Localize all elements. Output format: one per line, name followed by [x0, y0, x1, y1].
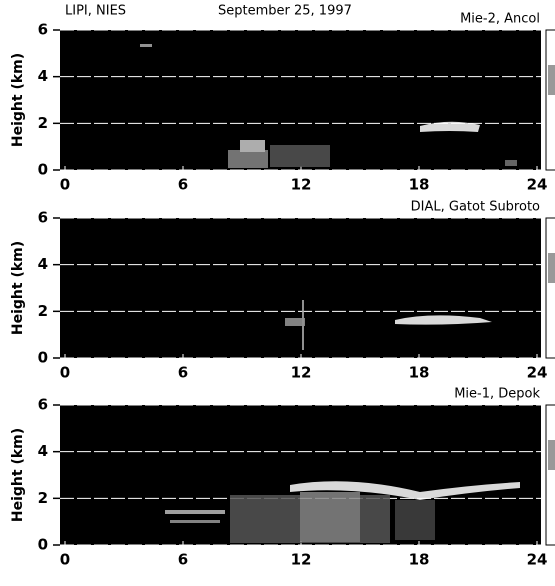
- x-tick-label: 6: [178, 176, 188, 194]
- y-tick-label: 0: [38, 349, 48, 367]
- x-tick-label: 18: [409, 364, 430, 382]
- header-date: September 25, 1997: [218, 4, 352, 19]
- panel-title: Mie-2, Ancol: [460, 12, 540, 27]
- y-tick-label: 2: [38, 114, 48, 132]
- plot-area: [60, 218, 541, 358]
- y-tick-label: 0: [38, 536, 48, 554]
- x-tick-label: 0: [60, 364, 70, 382]
- x-tick-label: 12: [291, 551, 312, 569]
- x-tick-label: 12: [291, 176, 312, 194]
- y-tick-label: 0: [38, 161, 48, 179]
- x-tick-label: 24: [527, 364, 548, 382]
- y-tick-label: 4: [38, 67, 48, 85]
- colorbar: [545, 404, 555, 546]
- x-tick-label: 18: [409, 176, 430, 194]
- x-tick-label: 6: [178, 364, 188, 382]
- panel-title: DIAL, Gatot Subroto: [411, 200, 540, 215]
- x-tick-label: 12: [291, 364, 312, 382]
- y-axis-label: Height (km): [10, 241, 26, 335]
- y-tick-label: 4: [38, 255, 48, 273]
- colorbar-shade: [548, 65, 555, 95]
- x-tick-label: 18: [409, 551, 430, 569]
- y-tick-label: 6: [38, 209, 48, 227]
- backscatter: [140, 44, 520, 543]
- y-tick-label: 4: [38, 442, 48, 460]
- x-tick-label: 24: [527, 176, 548, 194]
- colorbar: [545, 29, 555, 171]
- y-axis-label: Height (km): [10, 53, 26, 147]
- y-axis-label: Height (km): [10, 428, 26, 522]
- colorbar-shade: [548, 253, 555, 283]
- colorbar-shade: [548, 440, 555, 470]
- x-tick-label: 24: [527, 551, 548, 569]
- y-tick-label: 6: [38, 21, 48, 39]
- y-tick-label: 2: [38, 302, 48, 320]
- header-left: LIPI, NIES: [65, 4, 126, 19]
- x-tick-label: 6: [178, 551, 188, 569]
- panel-title: Mie-1, Depok: [454, 387, 540, 402]
- y-tick-label: 6: [38, 396, 48, 414]
- x-tick-label: 0: [60, 176, 70, 194]
- colorbar: [545, 217, 555, 359]
- x-tick-label: 0: [60, 551, 70, 569]
- y-tick-label: 2: [38, 489, 48, 507]
